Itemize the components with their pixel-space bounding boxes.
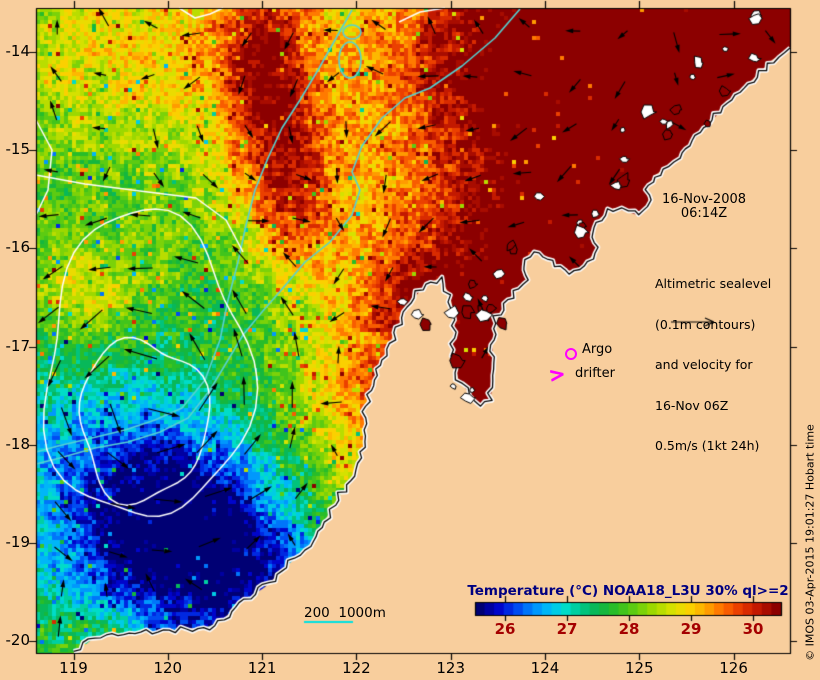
colorbar-tick-label: 26 — [494, 620, 516, 638]
altimetry-legend-line: 16-Nov 06Z — [655, 397, 729, 413]
x-axis-tick-label: 124 — [530, 659, 560, 677]
y-axis-tick-label: -14 — [5, 42, 31, 60]
y-axis-tick-label: -17 — [5, 336, 31, 355]
altimetry-legend-line: Altimetric sealevel — [655, 276, 772, 291]
y-axis-tick-label: -15 — [5, 140, 31, 159]
colorbar-tick-label: 27 — [556, 620, 578, 638]
x-axis-tick-label: 122 — [342, 659, 371, 677]
x-axis-tick-label: 123 — [436, 659, 465, 677]
map-datetime-line1: 16-Nov-2008 — [661, 192, 747, 207]
altimetry-legend-line: and velocity for — [655, 357, 753, 372]
y-axis-tick-label: -16 — [5, 238, 31, 257]
colorbar-tick-label: 30 — [742, 620, 764, 638]
argo-label: Argo — [582, 342, 613, 357]
altimetry-legend: Altimetric sealevel (0.1m contours) and … — [655, 250, 771, 480]
map-datetime-line2: 06:14Z — [680, 206, 728, 221]
altimetry-legend-line: 0.5m/s (1kt 24h) — [655, 438, 760, 453]
depth-contour-legend: 200 1000m — [304, 605, 386, 621]
x-axis-tick-label: 119 — [59, 659, 88, 677]
x-axis-tick-label: 120 — [153, 659, 183, 677]
colorbar-tick-label: 28 — [618, 620, 640, 638]
drifter-marker-icon: > — [547, 362, 567, 388]
drifter-label: drifter — [575, 366, 615, 381]
y-axis-tick-label: -18 — [5, 434, 31, 453]
copyright-stamp: © IMOS 03-Apr-2015 19:01:27 Hobart time — [803, 424, 817, 661]
argo-marker-icon — [565, 348, 577, 360]
colorbar-title: Temperature (°C) NOAA18_L3U 30% ql>=2 — [467, 583, 789, 599]
x-axis-tick-label: 121 — [247, 659, 277, 677]
x-axis-tick-label: 126 — [719, 659, 748, 677]
x-axis-tick-label: 125 — [624, 659, 654, 677]
colorbar-tick-label: 29 — [680, 620, 702, 638]
y-axis-tick-label: -19 — [5, 532, 31, 551]
altimetry-legend-line: (0.1m contours) — [655, 316, 756, 332]
y-axis-tick-label: -20 — [5, 631, 31, 650]
